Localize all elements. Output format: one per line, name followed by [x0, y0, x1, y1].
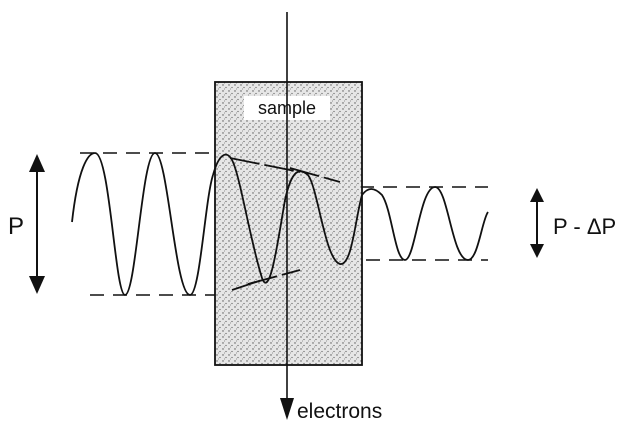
- beam-label: electrons: [297, 400, 382, 423]
- amplitude-arrow-p-minus-dp: [530, 188, 544, 258]
- beam-arrowhead: [280, 398, 294, 420]
- transmitted-wave: [361, 186, 489, 261]
- wave-in-sample: [229, 157, 341, 291]
- sample-block: [214, 81, 363, 366]
- incident-wave: [71, 152, 214, 296]
- transmitted-amplitude-label: P - ΔP: [553, 214, 616, 239]
- sample-wave: [212, 153, 363, 284]
- amplitude-arrow-p: [29, 154, 45, 294]
- sample-label: sample: [258, 98, 316, 118]
- incident-amplitude-label: P: [8, 213, 24, 240]
